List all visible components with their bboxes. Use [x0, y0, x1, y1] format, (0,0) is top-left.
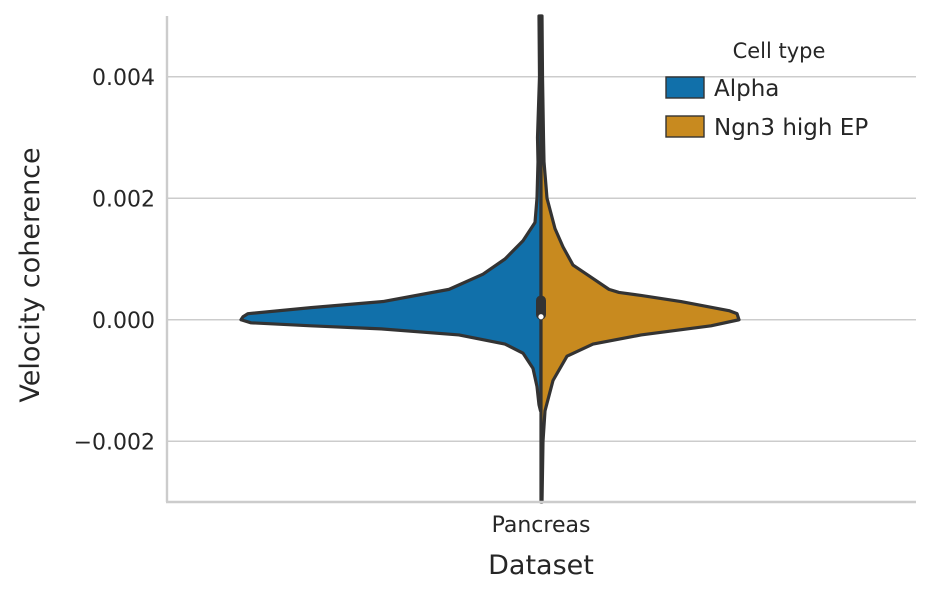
x-tick-label-pancreas: Pancreas [492, 513, 591, 538]
y-tick-labels: −0.002 0.000 0.002 0.004 [74, 66, 155, 456]
legend-swatch-ngn3-high-ep [665, 115, 705, 138]
y-tick-label: 0.004 [92, 66, 155, 91]
violin-median-dot [538, 314, 544, 320]
violin-layer [239, 14, 741, 504]
violin-iqr-box [536, 295, 546, 320]
violin-half-ngn3-high-ep [539, 14, 741, 504]
axis-layer [165, 16, 916, 504]
legend-title: Cell type [733, 39, 826, 63]
y-axis-label: Velocity coherence [15, 147, 46, 402]
legend-label-alpha: Alpha [714, 76, 779, 102]
violin-half-alpha [239, 14, 543, 413]
x-axis-label: Dataset [488, 550, 594, 581]
y-tick-label: −0.002 [74, 430, 155, 455]
legend-label-ngn3-high-ep: Ngn3 high EP [714, 115, 868, 141]
legend-swatch-alpha [665, 76, 705, 99]
legend: Cell type Alpha Ngn3 high EP [665, 39, 868, 141]
y-tick-label: 0.002 [92, 187, 155, 212]
y-tick-label: 0.000 [92, 309, 155, 334]
